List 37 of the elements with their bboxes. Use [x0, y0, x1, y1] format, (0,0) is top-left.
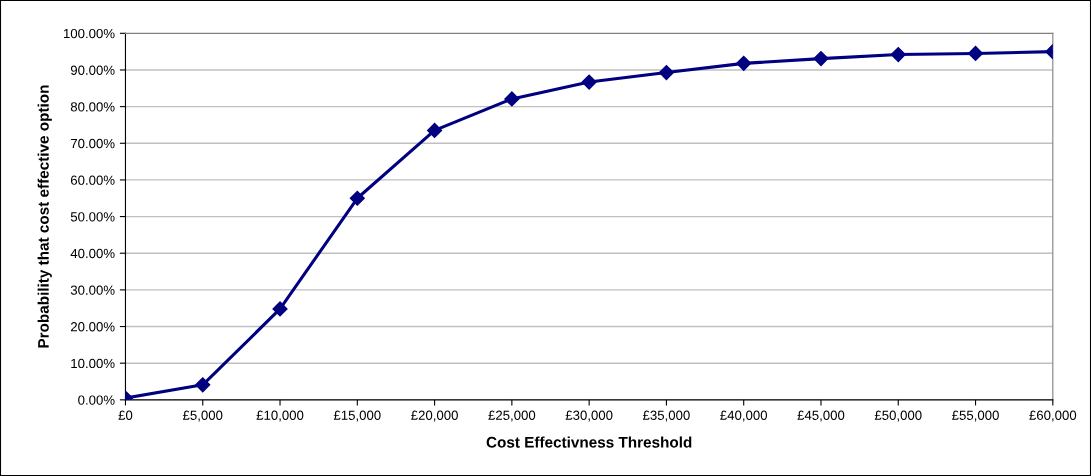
x-axis-title: Cost Effectivness Threshold — [486, 436, 692, 448]
y-tick-label: 20.00% — [70, 322, 115, 332]
x-tick-label: £0 — [118, 410, 133, 420]
x-tick-label: £15,000 — [333, 410, 381, 422]
x-tick-label: £35,000 — [642, 410, 690, 422]
x-tick-label: £5,000 — [182, 410, 223, 422]
y-tick-label: 40.00% — [70, 248, 115, 259]
y-axis-title: Probability that cost effective option — [37, 85, 52, 348]
x-tick-label: £45,000 — [797, 410, 845, 422]
x-tick-label: £10,000 — [256, 410, 304, 422]
y-tick-label: 70.00% — [70, 138, 115, 149]
x-tick-label: £30,000 — [565, 410, 613, 422]
y-tick-label: 80.00% — [70, 102, 115, 112]
y-tick-label: 0.00% — [78, 395, 115, 405]
x-tick-label: £20,000 — [411, 410, 458, 422]
point — [427, 122, 443, 139]
point — [736, 55, 752, 71]
point — [890, 47, 906, 63]
point — [504, 91, 520, 107]
y-tick-label: 50.00% — [70, 212, 115, 222]
point — [658, 64, 674, 81]
x-tick-label: £25,000 — [488, 410, 536, 422]
point — [349, 190, 365, 206]
point — [195, 377, 211, 393]
x-tick-label: £60,000 — [1029, 410, 1077, 422]
x-tick-label: £50,000 — [874, 410, 922, 422]
y-tick-label: 100.00% — [63, 28, 115, 39]
point — [581, 74, 597, 90]
x-tick-label: £55,000 — [952, 410, 999, 422]
point — [813, 51, 829, 67]
x-tick-label: £40,000 — [720, 410, 768, 422]
point — [967, 45, 984, 62]
y-tick-label: 30.00% — [70, 285, 115, 295]
y-tick-label: 10.00% — [71, 358, 115, 369]
point — [272, 301, 288, 317]
y-tick-label: 60.00% — [70, 175, 115, 185]
y-tick-label: 90.00% — [70, 65, 115, 75]
